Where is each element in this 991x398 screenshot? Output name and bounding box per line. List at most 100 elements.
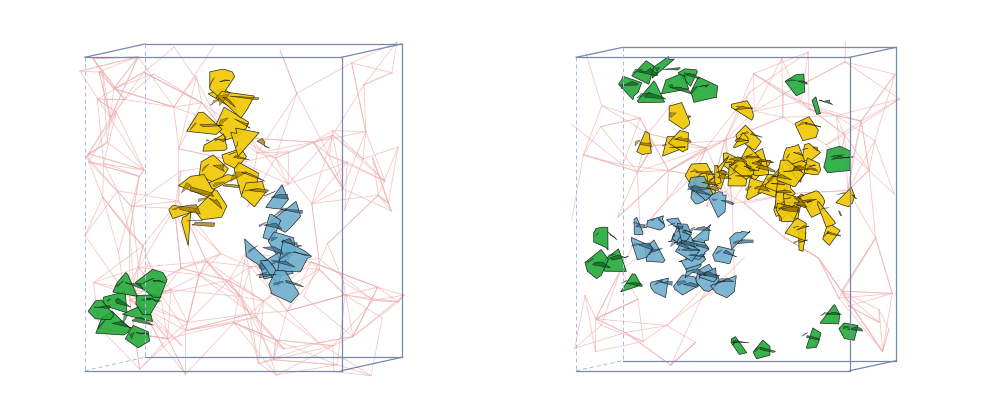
Polygon shape [783,144,805,166]
Polygon shape [668,223,675,226]
Polygon shape [620,83,623,89]
Polygon shape [668,131,689,152]
Polygon shape [735,175,752,177]
Polygon shape [750,133,762,137]
Polygon shape [798,121,808,126]
Polygon shape [94,307,101,308]
Polygon shape [654,68,660,74]
Polygon shape [723,250,736,257]
Polygon shape [241,181,266,207]
Polygon shape [821,208,829,209]
Polygon shape [103,292,127,313]
Polygon shape [661,74,689,94]
Polygon shape [692,181,698,188]
Polygon shape [843,326,850,329]
Polygon shape [760,347,776,352]
Polygon shape [787,201,798,203]
Polygon shape [285,280,304,287]
Polygon shape [261,260,280,287]
Polygon shape [213,165,224,172]
Polygon shape [259,262,275,270]
Polygon shape [709,171,714,176]
Polygon shape [715,165,721,185]
Polygon shape [699,84,709,87]
Polygon shape [263,215,280,241]
Polygon shape [135,269,167,297]
Polygon shape [116,281,123,287]
Polygon shape [794,202,807,207]
Polygon shape [685,163,715,190]
Polygon shape [692,224,711,243]
Polygon shape [824,231,829,237]
Polygon shape [752,148,769,176]
Polygon shape [637,93,652,98]
Polygon shape [761,182,774,186]
Polygon shape [839,323,858,340]
Polygon shape [198,197,208,202]
Polygon shape [274,281,283,285]
Polygon shape [96,311,131,335]
Polygon shape [800,198,803,199]
Polygon shape [746,178,769,200]
Polygon shape [685,256,687,260]
Polygon shape [607,232,617,240]
Polygon shape [694,226,712,231]
Polygon shape [774,200,796,221]
Polygon shape [813,147,818,151]
Polygon shape [660,281,672,285]
Polygon shape [731,337,747,355]
Polygon shape [715,278,726,286]
Polygon shape [776,189,785,192]
Polygon shape [277,240,311,272]
Polygon shape [210,69,235,99]
Polygon shape [745,160,753,163]
Polygon shape [851,195,856,199]
Polygon shape [800,191,825,217]
Polygon shape [696,264,719,292]
Polygon shape [749,155,765,173]
Polygon shape [266,185,288,209]
Polygon shape [699,271,708,275]
Polygon shape [771,174,792,180]
Polygon shape [667,218,685,232]
Polygon shape [802,200,813,202]
Polygon shape [264,191,275,196]
Polygon shape [585,250,608,279]
Polygon shape [752,161,765,167]
Polygon shape [716,250,722,254]
Polygon shape [690,185,711,191]
Polygon shape [687,238,709,259]
Polygon shape [713,199,717,201]
Polygon shape [214,139,226,142]
Polygon shape [234,162,259,195]
Polygon shape [107,299,111,302]
Polygon shape [245,189,258,191]
Polygon shape [631,244,640,246]
Polygon shape [692,189,700,192]
Polygon shape [270,201,300,232]
Polygon shape [178,175,215,197]
Polygon shape [677,242,691,250]
Polygon shape [662,137,682,156]
Polygon shape [733,133,748,148]
Polygon shape [807,328,821,348]
Polygon shape [644,92,666,99]
Polygon shape [136,332,149,334]
Polygon shape [801,148,808,150]
Polygon shape [786,153,790,158]
Polygon shape [136,295,161,315]
Polygon shape [652,57,674,78]
Polygon shape [216,92,255,118]
Polygon shape [742,154,753,161]
Polygon shape [702,181,718,186]
Polygon shape [186,112,222,135]
Polygon shape [687,269,695,272]
Polygon shape [233,156,250,160]
Polygon shape [784,195,803,219]
Polygon shape [696,244,709,249]
Polygon shape [785,74,805,96]
Polygon shape [235,119,250,128]
Polygon shape [209,98,223,105]
Polygon shape [264,223,281,229]
Polygon shape [790,157,802,182]
